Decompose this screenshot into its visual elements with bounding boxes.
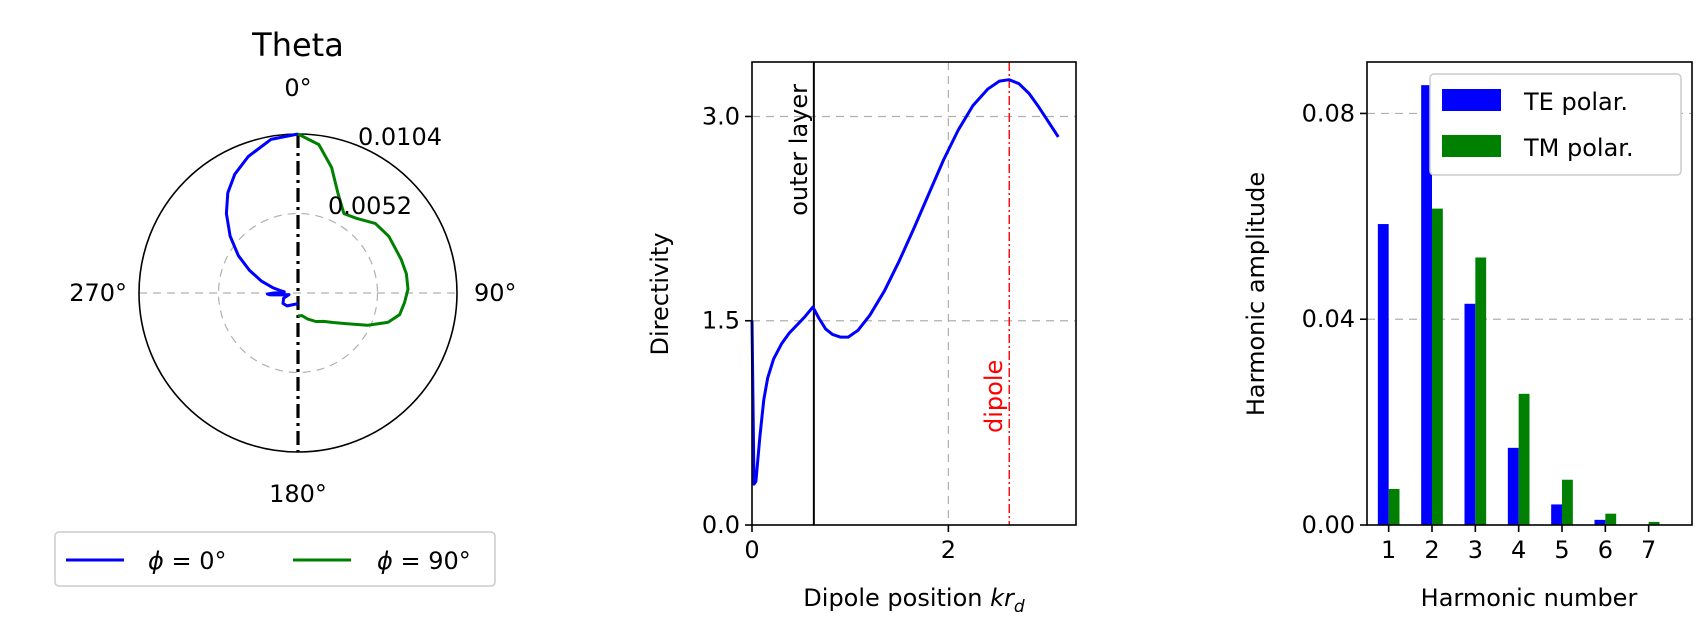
dir-vline-label-1: dipole xyxy=(980,360,1008,433)
dir-xtick-label-1: 2 xyxy=(941,536,956,564)
directivity-vlines: outer layer dipole xyxy=(785,62,1010,525)
legend-box xyxy=(54,531,496,587)
directivity-line-0 xyxy=(750,78,1060,486)
bar-te-5 xyxy=(1551,504,1562,525)
radial-tick-label-outer: 0.0104 xyxy=(358,123,442,151)
xlabel-text: Dipole position xyxy=(803,584,990,612)
bar-te-3 xyxy=(1464,303,1476,525)
directivity-ticks: 0 2 0.0 1.5 3.0 xyxy=(702,102,956,564)
harmonic-axes-frame xyxy=(1366,61,1693,526)
legend-label-phi90: ϕ = 90° xyxy=(377,547,471,575)
angle-label-270: 270° xyxy=(69,279,127,307)
bar-te-2 xyxy=(1421,85,1432,526)
directivity-xlabel: Dipole position krd xyxy=(803,584,1025,617)
harmonic-legend: TE polar. TM polar. xyxy=(1429,73,1682,176)
bar-xtick-label-2: 2 xyxy=(1424,536,1439,564)
legend-label-tm: TM polar. xyxy=(1523,134,1634,162)
xlabel-subscript: d xyxy=(1014,597,1025,617)
directivity-axes-frame xyxy=(751,61,1077,526)
directivity-series xyxy=(750,78,1060,486)
bar-ytick-label-0: 0.00 xyxy=(1302,511,1355,539)
bar-xtick-label-1: 1 xyxy=(1381,536,1396,564)
bar-ytick-label-1: 0.04 xyxy=(1302,305,1355,333)
harmonic-xlabel: Harmonic number xyxy=(1421,584,1638,612)
directivity-chart: outer layer dipole 0 2 0.0 1.5 3.0 Dipole pos… xyxy=(646,61,1077,617)
polar-series-line-1 xyxy=(297,132,410,327)
bar-xtick-label-5: 5 xyxy=(1554,536,1569,564)
bar-te-1 xyxy=(1377,224,1389,526)
bar-tm-7 xyxy=(1648,521,1660,525)
polar-legend: ϕ = 0° ϕ = 90° xyxy=(54,531,496,587)
legend-phi0-value: = 0° xyxy=(164,547,227,575)
bar-tm-2 xyxy=(1432,208,1443,525)
legend-phi0-symbol: ϕ xyxy=(148,547,164,575)
polar-series-line-0 xyxy=(224,132,299,308)
bar-xtick-label-7: 7 xyxy=(1641,536,1656,564)
bar-xtick-label-3: 3 xyxy=(1468,536,1483,564)
legend-label-te: TE polar. xyxy=(1523,88,1628,116)
polar-chart: Theta 0° 90° 180° 270° 0.0104 0.0052 ϕ =… xyxy=(54,26,517,587)
dir-ytick-label-2: 3.0 xyxy=(702,102,740,130)
polar-title: Theta xyxy=(251,26,344,64)
harmonic-ticks: 1 2 3 4 5 6 7 0.00 0.04 0.08 xyxy=(1302,99,1657,564)
directivity-ylabel: Directivity xyxy=(646,232,674,355)
xlabel-kr: kr xyxy=(990,584,1016,612)
legend-swatch-te xyxy=(1442,89,1501,111)
bar-tm-4 xyxy=(1518,393,1530,525)
bar-xtick-label-4: 4 xyxy=(1511,536,1526,564)
bar-ytick-label-2: 0.08 xyxy=(1302,99,1355,127)
angle-label-90: 90° xyxy=(474,279,517,307)
angle-label-0: 0° xyxy=(284,74,311,102)
dir-ytick-label-1: 1.5 xyxy=(702,307,740,335)
dir-xtick-label-0: 0 xyxy=(744,536,759,564)
legend-label-phi0: ϕ = 0° xyxy=(148,547,226,575)
dir-vline-label-0: outer layer xyxy=(785,84,813,216)
bar-tm-5 xyxy=(1562,479,1573,525)
bar-xtick-label-6: 6 xyxy=(1598,536,1613,564)
directivity-grid xyxy=(752,62,1076,525)
legend-swatch-tm xyxy=(1442,135,1501,157)
bar-tm-1 xyxy=(1388,488,1400,525)
bar-tm-3 xyxy=(1475,257,1487,525)
radial-tick-label-inner: 0.0052 xyxy=(328,192,412,220)
bar-te-4 xyxy=(1507,447,1519,525)
harmonic-bars xyxy=(1377,85,1660,526)
polar-series xyxy=(224,132,410,327)
bar-tm-6 xyxy=(1605,513,1617,525)
polar-grid xyxy=(139,212,457,374)
dir-ytick-label-0: 0.0 xyxy=(702,511,740,539)
harmonic-ylabel: Harmonic amplitude xyxy=(1242,172,1270,416)
harmonic-bar-chart: 1 2 3 4 5 6 7 0.00 0.04 0.08 Harmonic number Harm… xyxy=(1242,61,1693,612)
angle-label-180: 180° xyxy=(269,480,327,508)
legend-phi90-value: = 90° xyxy=(393,547,471,575)
legend-phi90-symbol: ϕ xyxy=(377,547,393,575)
bar-te-6 xyxy=(1594,519,1606,525)
